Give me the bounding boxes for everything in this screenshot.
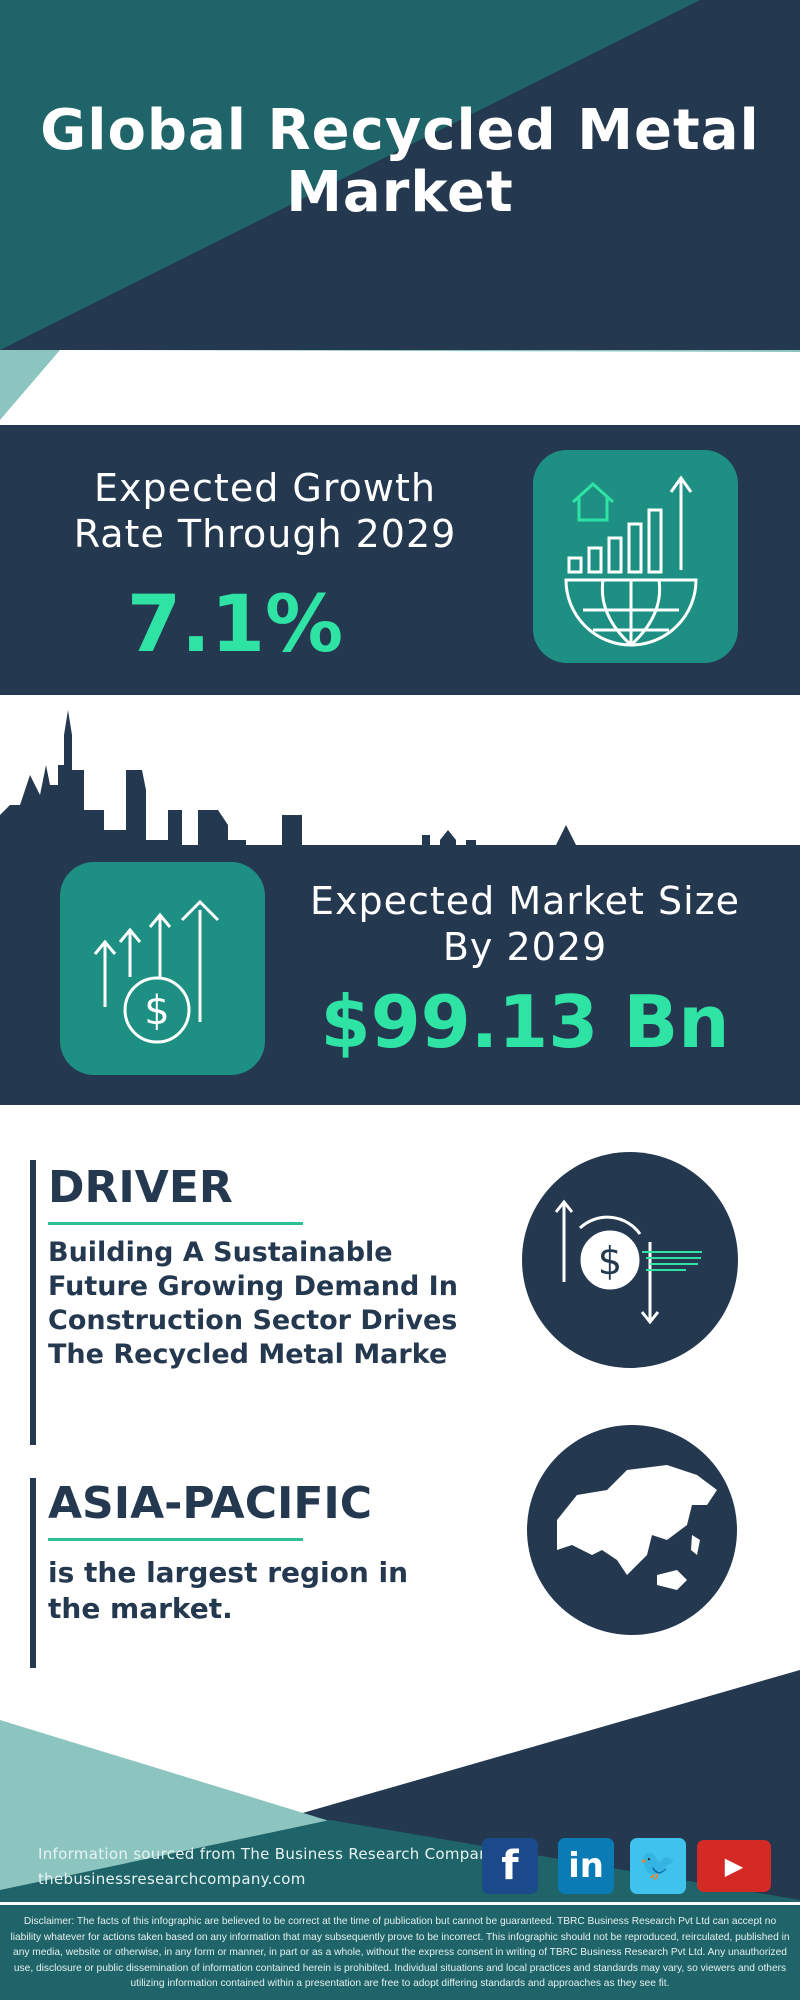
region-bar: [30, 1478, 36, 1668]
website-link[interactable]: thebusinessresearchcompany.com: [38, 1870, 306, 1888]
driver-text: Building A Sustainable Future Growing De…: [48, 1237, 458, 1370]
growth-value: 7.1%: [126, 580, 344, 670]
driver-heading: DRIVER: [48, 1162, 233, 1213]
market-icon-box: $: [60, 862, 265, 1075]
region-icon-circle: [527, 1425, 737, 1635]
driver-bar: [30, 1160, 36, 1445]
driver-underline: [48, 1222, 303, 1225]
linkedin-icon[interactable]: in: [558, 1838, 614, 1894]
youtube-icon[interactable]: ▶: [697, 1840, 771, 1892]
asia-map-icon: [557, 1465, 717, 1590]
facebook-icon[interactable]: f: [482, 1838, 538, 1894]
driver-icon-circle: $: [522, 1152, 738, 1368]
twitter-icon[interactable]: 🐦: [630, 1838, 686, 1894]
growth-label: Expected Growth Rate Through 2029: [73, 466, 457, 556]
svg-text:$: $: [598, 1239, 622, 1283]
disclaimer-text: Disclaimer: The facts of this infographi…: [10, 1916, 790, 1989]
source-text: Information sourced from The Business Re…: [38, 1845, 499, 1863]
growth-icon-box: [533, 450, 738, 663]
dollar-exchange-icon: $: [554, 1199, 702, 1325]
city-skyline: [0, 710, 576, 850]
disclaimer-panel: [0, 1906, 800, 2000]
globe-growth-icon: [564, 475, 698, 647]
region-underline: [48, 1538, 303, 1541]
header-background: [0, 0, 800, 425]
page-title: Global Recycled Metal Market: [40, 98, 760, 225]
region-text: is the largest region in the market.: [48, 1556, 409, 1625]
market-size-value: $99.13 Bn: [320, 980, 730, 1064]
dollar-growth-icon: $: [93, 899, 220, 1044]
region-heading: ASIA-PACIFIC: [48, 1478, 373, 1529]
market-size-label: Expected Market Size By 2029: [309, 879, 741, 969]
svg-text:$: $: [144, 988, 169, 1034]
